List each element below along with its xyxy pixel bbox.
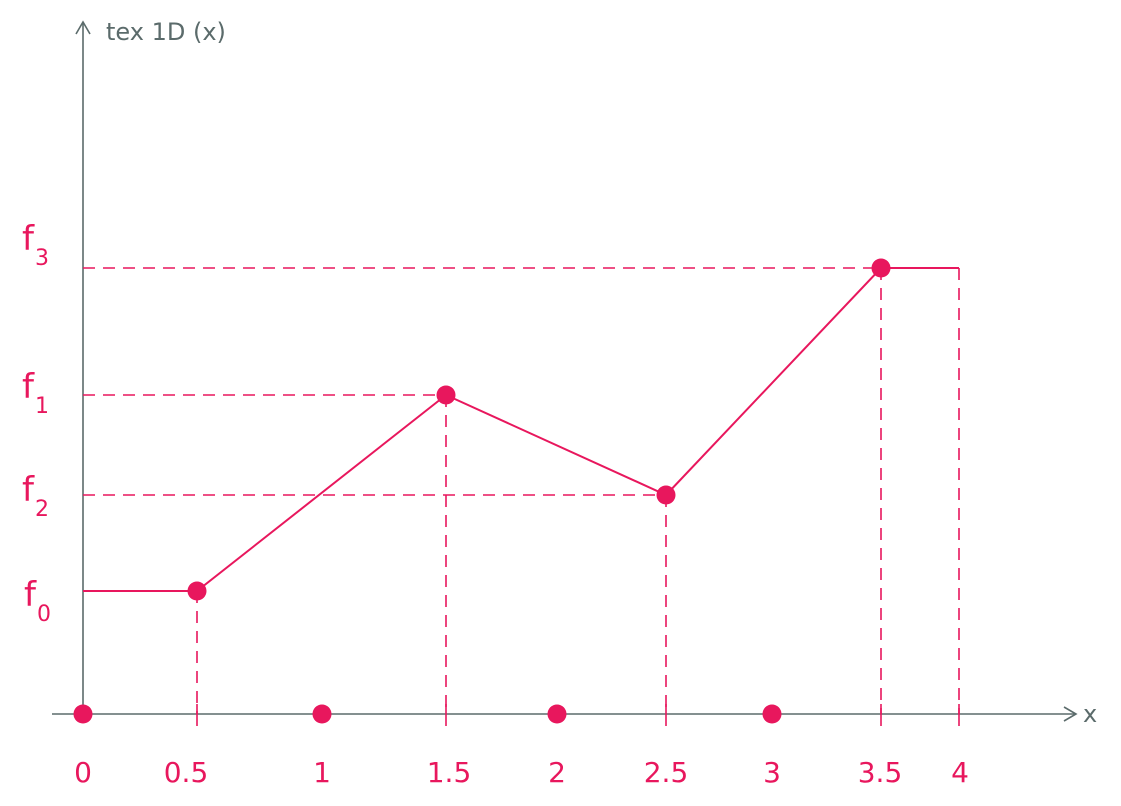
- texel-sample-point: [656, 485, 676, 505]
- texel-sample-point: [871, 258, 891, 278]
- axis-point: [312, 704, 332, 724]
- x-tick-label: 0: [74, 756, 92, 789]
- x-axis-label: x: [1083, 700, 1097, 728]
- axis-point: [547, 704, 567, 724]
- level-label-f2-sub: 2: [35, 497, 49, 522]
- interpolation-curve-layer: [83, 267, 959, 592]
- x-tick-label: 1.5: [427, 756, 472, 789]
- level-label-f0-main: f: [24, 575, 37, 615]
- axes: tex 1D (x) x: [52, 18, 1097, 728]
- level-label-f1-main: f: [22, 367, 35, 407]
- level-label-f3-sub: 3: [35, 246, 49, 271]
- x-tick-label: 2: [548, 756, 566, 789]
- x-tick-label: 4: [951, 756, 969, 789]
- level-label-f1: f1: [22, 367, 49, 419]
- y-axis-label: tex 1D (x): [106, 18, 226, 46]
- x-tick-labels: 0 0.5 1 1.5 2 2.5 3 3.5 4: [74, 756, 969, 789]
- level-labels: f3 f1 f2 f0: [22, 219, 51, 627]
- y-axis-arrow-icon: [75, 20, 91, 35]
- level-label-f1-sub: 1: [35, 394, 49, 419]
- axis-point: [762, 704, 782, 724]
- x-ticks: [196, 704, 960, 726]
- x-tick-label: 3.5: [858, 756, 903, 789]
- texel-sample-point: [187, 581, 207, 601]
- x-axis-arrow-icon: [1063, 706, 1078, 722]
- level-label-f2: f2: [22, 470, 49, 522]
- guide-lines: [83, 267, 960, 714]
- x-tick-label: 2.5: [644, 756, 689, 789]
- level-label-f3: f3: [22, 219, 49, 271]
- level-label-f3-main: f: [22, 219, 35, 259]
- sample-points: [73, 258, 891, 724]
- level-label-f0-sub: 0: [37, 602, 51, 627]
- interpolation-line: [83, 267, 959, 592]
- x-tick-label: 1: [313, 756, 331, 789]
- axis-point: [73, 704, 93, 724]
- x-tick-label: 0.5: [164, 756, 209, 789]
- level-label-f0: f0: [24, 575, 51, 627]
- texel-sample-point: [436, 385, 456, 405]
- x-tick-label: 3: [763, 756, 781, 789]
- level-label-f2-main: f: [22, 470, 35, 510]
